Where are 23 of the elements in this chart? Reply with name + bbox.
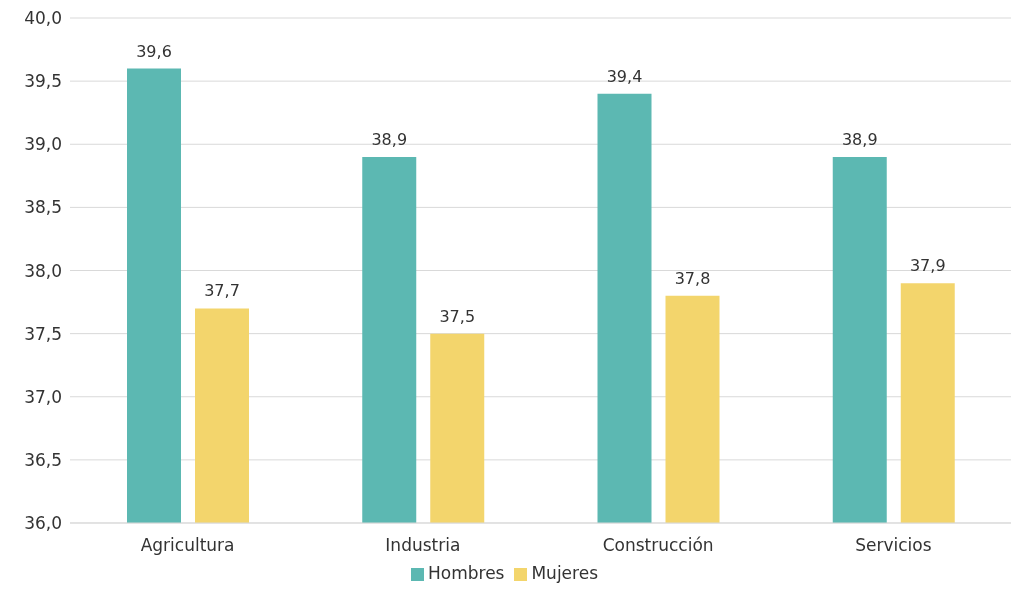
y-tick-label: 36,0 [24, 513, 62, 534]
y-tick-label: 36,5 [24, 449, 62, 470]
y-tick-label: 39,0 [24, 134, 62, 155]
y-tick-label: 38,0 [24, 260, 62, 281]
data-label: 39,6 [136, 41, 172, 61]
y-tick-label: 37,5 [24, 323, 62, 344]
y-tick-label: 37,0 [24, 386, 62, 407]
x-tick-label: Industria [385, 535, 461, 556]
legend-label: Mujeres [531, 563, 599, 583]
y-tick-label: 39,5 [24, 71, 62, 92]
x-tick-label: Construcción [602, 535, 714, 556]
data-label: 37,7 [204, 281, 240, 301]
x-tick-label: Servicios [855, 535, 932, 556]
data-label: 38,9 [371, 129, 408, 149]
y-tick-label: 40,0 [24, 8, 62, 29]
y-tick-label: 38,5 [24, 197, 62, 218]
data-label: 37,9 [909, 256, 946, 276]
data-label: 39,4 [606, 66, 643, 86]
data-label: 38,9 [841, 129, 878, 149]
legend-label: Hombres [427, 563, 505, 583]
x-tick-label: Agricultura [140, 535, 235, 556]
data-label: 37,8 [674, 268, 711, 288]
data-label: 37,5 [439, 306, 476, 326]
